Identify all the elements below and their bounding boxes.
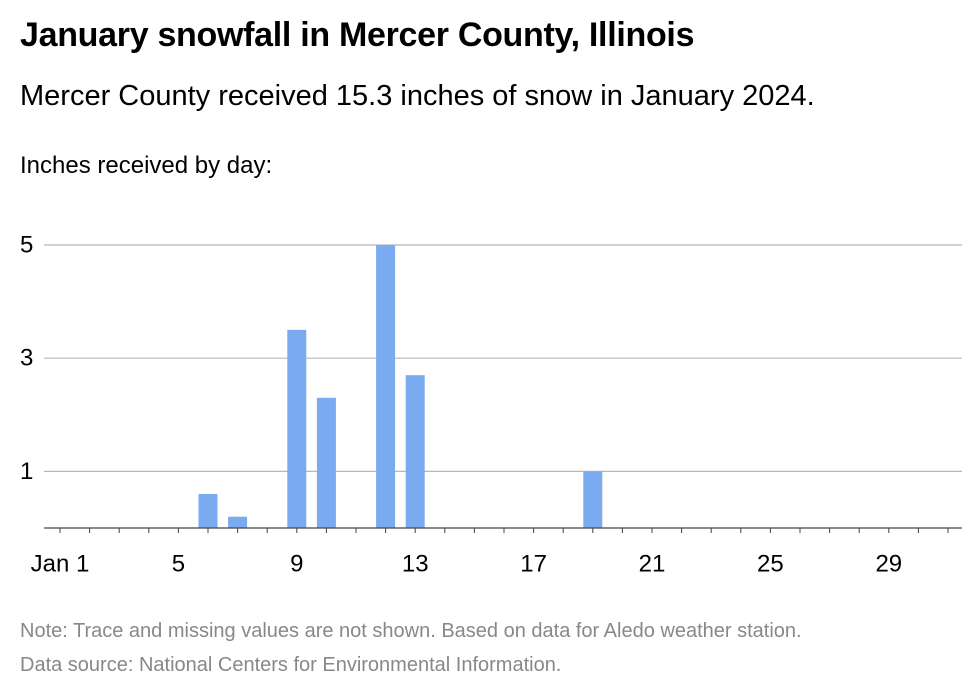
bar-jan-9 — [287, 329, 307, 528]
x-tick-label: Jan 1 — [31, 550, 90, 577]
x-tick-label: 25 — [757, 550, 784, 577]
x-tick-label: 5 — [172, 550, 185, 577]
bar-jan-10 — [316, 397, 336, 528]
y-axis-label: Inches received by day: — [20, 152, 273, 179]
x-tick-label: 29 — [875, 550, 902, 577]
x-tick-label: 13 — [402, 550, 429, 577]
data-source-note: Data source: National Centers for Enviro… — [20, 654, 562, 676]
bar-jan-7 — [228, 516, 248, 528]
chart-note: Note: Trace and missing values are not s… — [20, 620, 802, 642]
y-tick-label: 1 — [20, 458, 33, 485]
bar-jan-13 — [405, 375, 425, 528]
y-tick-label: 5 — [20, 232, 33, 259]
x-tick-label: 17 — [520, 550, 547, 577]
chart-title: January snowfall in Mercer County, Illin… — [20, 16, 695, 54]
bar-jan-6 — [198, 494, 218, 528]
y-tick-label: 3 — [20, 345, 33, 372]
bar-jan-12 — [376, 245, 396, 528]
chart-subtitle: Mercer County received 15.3 inches of sn… — [20, 80, 815, 112]
x-tick-label: 9 — [290, 550, 303, 577]
x-tick-label: 21 — [639, 550, 666, 577]
bar-jan-19 — [583, 471, 603, 528]
